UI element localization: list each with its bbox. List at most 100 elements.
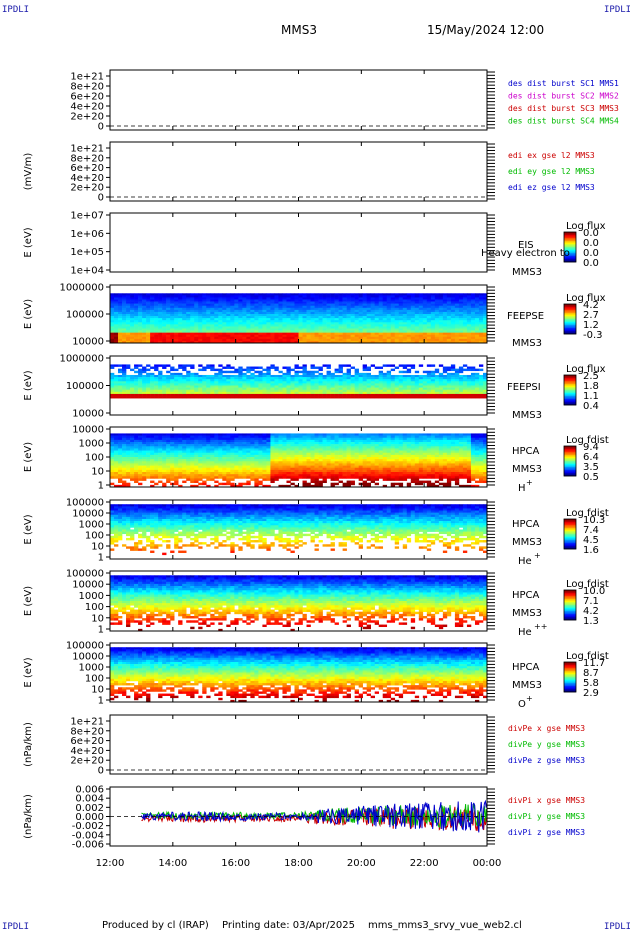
panel-9-ytick-label-4: 10 [91, 685, 104, 696]
panel-3-ytick-label-2: 1e+05 [70, 247, 104, 258]
panel-8-instrument: HPCA [512, 590, 540, 601]
panel-5-colorbar-tick-2: 1.1 [583, 391, 599, 402]
panel-7-colorbar [563, 518, 577, 550]
panel-2 [106, 141, 495, 202]
panel-5-spectrogram [110, 364, 488, 399]
panel-3 [106, 212, 577, 273]
panel-4-ytick-label-1: 100000 [66, 310, 104, 321]
panel-1-ytick-label-0: 1e+21 [70, 72, 104, 83]
panel-6-species: H [518, 483, 526, 494]
panel-3-ytick-label-3: 1e+04 [70, 266, 104, 277]
panel-7-species-charge: + [534, 551, 541, 560]
spacecraft-title: MMS3 [281, 23, 317, 37]
panel-1-legend-2: des dist burst SC3 MMS3 [508, 104, 619, 113]
panel-9 [106, 642, 577, 703]
panel-1-ytick-label-5: 0 [98, 122, 104, 133]
panel-8-colorbar [563, 589, 577, 621]
panel-7-spacecraft: MMS3 [512, 537, 542, 548]
panel-5-ytick-label-1: 100000 [66, 381, 104, 392]
panel-7-colorbar-tick-2: 4.5 [583, 535, 599, 546]
panel-3-ytick-label-1: 1e+06 [70, 229, 104, 240]
panel-5-spacecraft: MMS3 [512, 410, 542, 421]
xaxis-label-1: 14:00 [158, 858, 187, 869]
panel-2-frame [109, 141, 488, 202]
panel-10-ylabel: (nPa/km) [23, 722, 34, 767]
panel-10-ytick-label-4: 2e+20 [70, 756, 104, 767]
panel-6-ytick-label-1: 1000 [79, 439, 104, 450]
panel-11-legend-1: divPi y gse MMS3 [508, 812, 585, 821]
panel-6-colorbar-tick-3: 0.5 [583, 472, 599, 483]
panel-1-ytick-label-1: 8e+20 [70, 82, 104, 93]
panel-3-note: Heavy electron to [481, 248, 570, 259]
panel-11-legend-2: divPi z gse MMS3 [508, 828, 585, 837]
corner-label-bottom-right: IPDLI [604, 922, 630, 932]
panel-6-ytick-label-4: 1 [98, 481, 104, 492]
panel-7-ytick-label-3: 100 [85, 531, 104, 542]
panel-8-colorbar-tick-2: 4.2 [583, 606, 599, 617]
panel-9-ytick-label-3: 100 [85, 674, 104, 685]
panel-8-ytick-label-4: 10 [91, 613, 104, 624]
xaxis-label-3: 18:00 [284, 858, 313, 869]
panel-6-ylabel: E (eV) [23, 442, 34, 472]
panel-2-ytick-label-5: 0 [98, 193, 104, 204]
panel-5 [106, 355, 577, 416]
xaxis-label-5: 22:00 [410, 858, 439, 869]
panel-5-ytick-label-2: 10000 [72, 409, 104, 420]
panel-3-colorbar-tick-1: 0.0 [583, 238, 599, 249]
corner-label-top-right: IPDLI [604, 5, 630, 15]
panel-7-colorbar-tick-1: 7.4 [583, 525, 599, 536]
panel-9-colorbar-tick-2: 5.8 [583, 678, 599, 689]
footer-produced-by: Produced by cl (IRAP) [102, 920, 209, 931]
panel-8-ytick-label-2: 1000 [79, 591, 104, 602]
panel-4-colorbar-tick-3: -0.3 [583, 330, 603, 341]
panel-8-spacecraft: MMS3 [512, 608, 542, 619]
panel-3-colorbar-tick-0: 0.0 [583, 228, 599, 239]
panel-2-ytick-label-3: 4e+20 [70, 173, 104, 184]
panel-5-instrument: FEEPSI [507, 382, 541, 393]
panel-4-ylabel: E (eV) [23, 299, 34, 329]
panel-2-ytick-label-0: 1e+21 [70, 144, 104, 155]
panel-11-ytick-label-4: -0.002 [72, 821, 104, 832]
panel-5-colorbar [563, 374, 577, 406]
panel-8-ytick-label-0: 100000 [66, 569, 104, 580]
panel-8-colorbar-tick-3: 1.3 [583, 616, 599, 627]
panel-1-ytick-label-3: 4e+20 [70, 102, 104, 113]
panel-7 [106, 499, 577, 560]
panel-10-frame [109, 714, 488, 775]
panel-8-species: He [518, 627, 532, 638]
panel-3-colorbar-title: Log flux [566, 221, 606, 232]
panel-7-ytick-label-5: 1 [98, 553, 104, 564]
panel-8-colorbar-tick-0: 10.0 [583, 586, 605, 597]
panel-1-ytick-label-4: 2e+20 [70, 112, 104, 123]
panel-4-colorbar-tick-1: 2.7 [583, 310, 599, 321]
panel-8-ylabel: E (eV) [23, 586, 34, 616]
panel-10-ytick-label-3: 4e+20 [70, 746, 104, 757]
panel-4-spectrogram [110, 293, 488, 344]
panel-9-instrument: HPCA [512, 662, 540, 673]
panel-6-colorbar-tick-2: 3.5 [583, 462, 599, 473]
panel-3-colorbar-tick-3: 0.0 [583, 258, 599, 269]
panel-10 [106, 714, 495, 775]
panel-1-legend-3: des dist burst SC4 MMS4 [508, 117, 619, 126]
panel-10-legend-1: divPe y gse MMS3 [508, 740, 585, 749]
panel-6-ytick-label-2: 100 [85, 453, 104, 464]
panel-9-ytick-label-0: 100000 [66, 641, 104, 652]
panel-9-species-charge: + [526, 694, 533, 703]
panel-4-colorbar-title: Log flux [566, 293, 606, 304]
panel-11-ytick-label-6: -0.006 [72, 840, 104, 851]
panel-7-spectrogram [110, 504, 488, 556]
datetime-title: 15/May/2024 12:00 [427, 23, 545, 37]
panel-9-colorbar-tick-0: 11.7 [583, 658, 605, 669]
panel-7-colorbar-tick-0: 10.3 [583, 515, 605, 526]
panel-4 [106, 284, 577, 344]
footer-printing-date: Printing date: 03/Apr/2025 [222, 920, 355, 931]
panel-1-legend-1: des dist burst SC2 MMS2 [508, 92, 619, 101]
panel-10-legend-2: divPe z gse MMS3 [508, 756, 585, 765]
panel-10-ytick-label-0: 1e+21 [70, 717, 104, 728]
panel-7-ytick-label-4: 10 [91, 542, 104, 553]
panel-9-colorbar-tick-3: 2.9 [583, 688, 599, 699]
panel-9-spacecraft: MMS3 [512, 680, 542, 691]
panel-4-colorbar-tick-2: 1.2 [583, 320, 599, 331]
panel-10-ytick-label-2: 6e+20 [70, 736, 104, 747]
